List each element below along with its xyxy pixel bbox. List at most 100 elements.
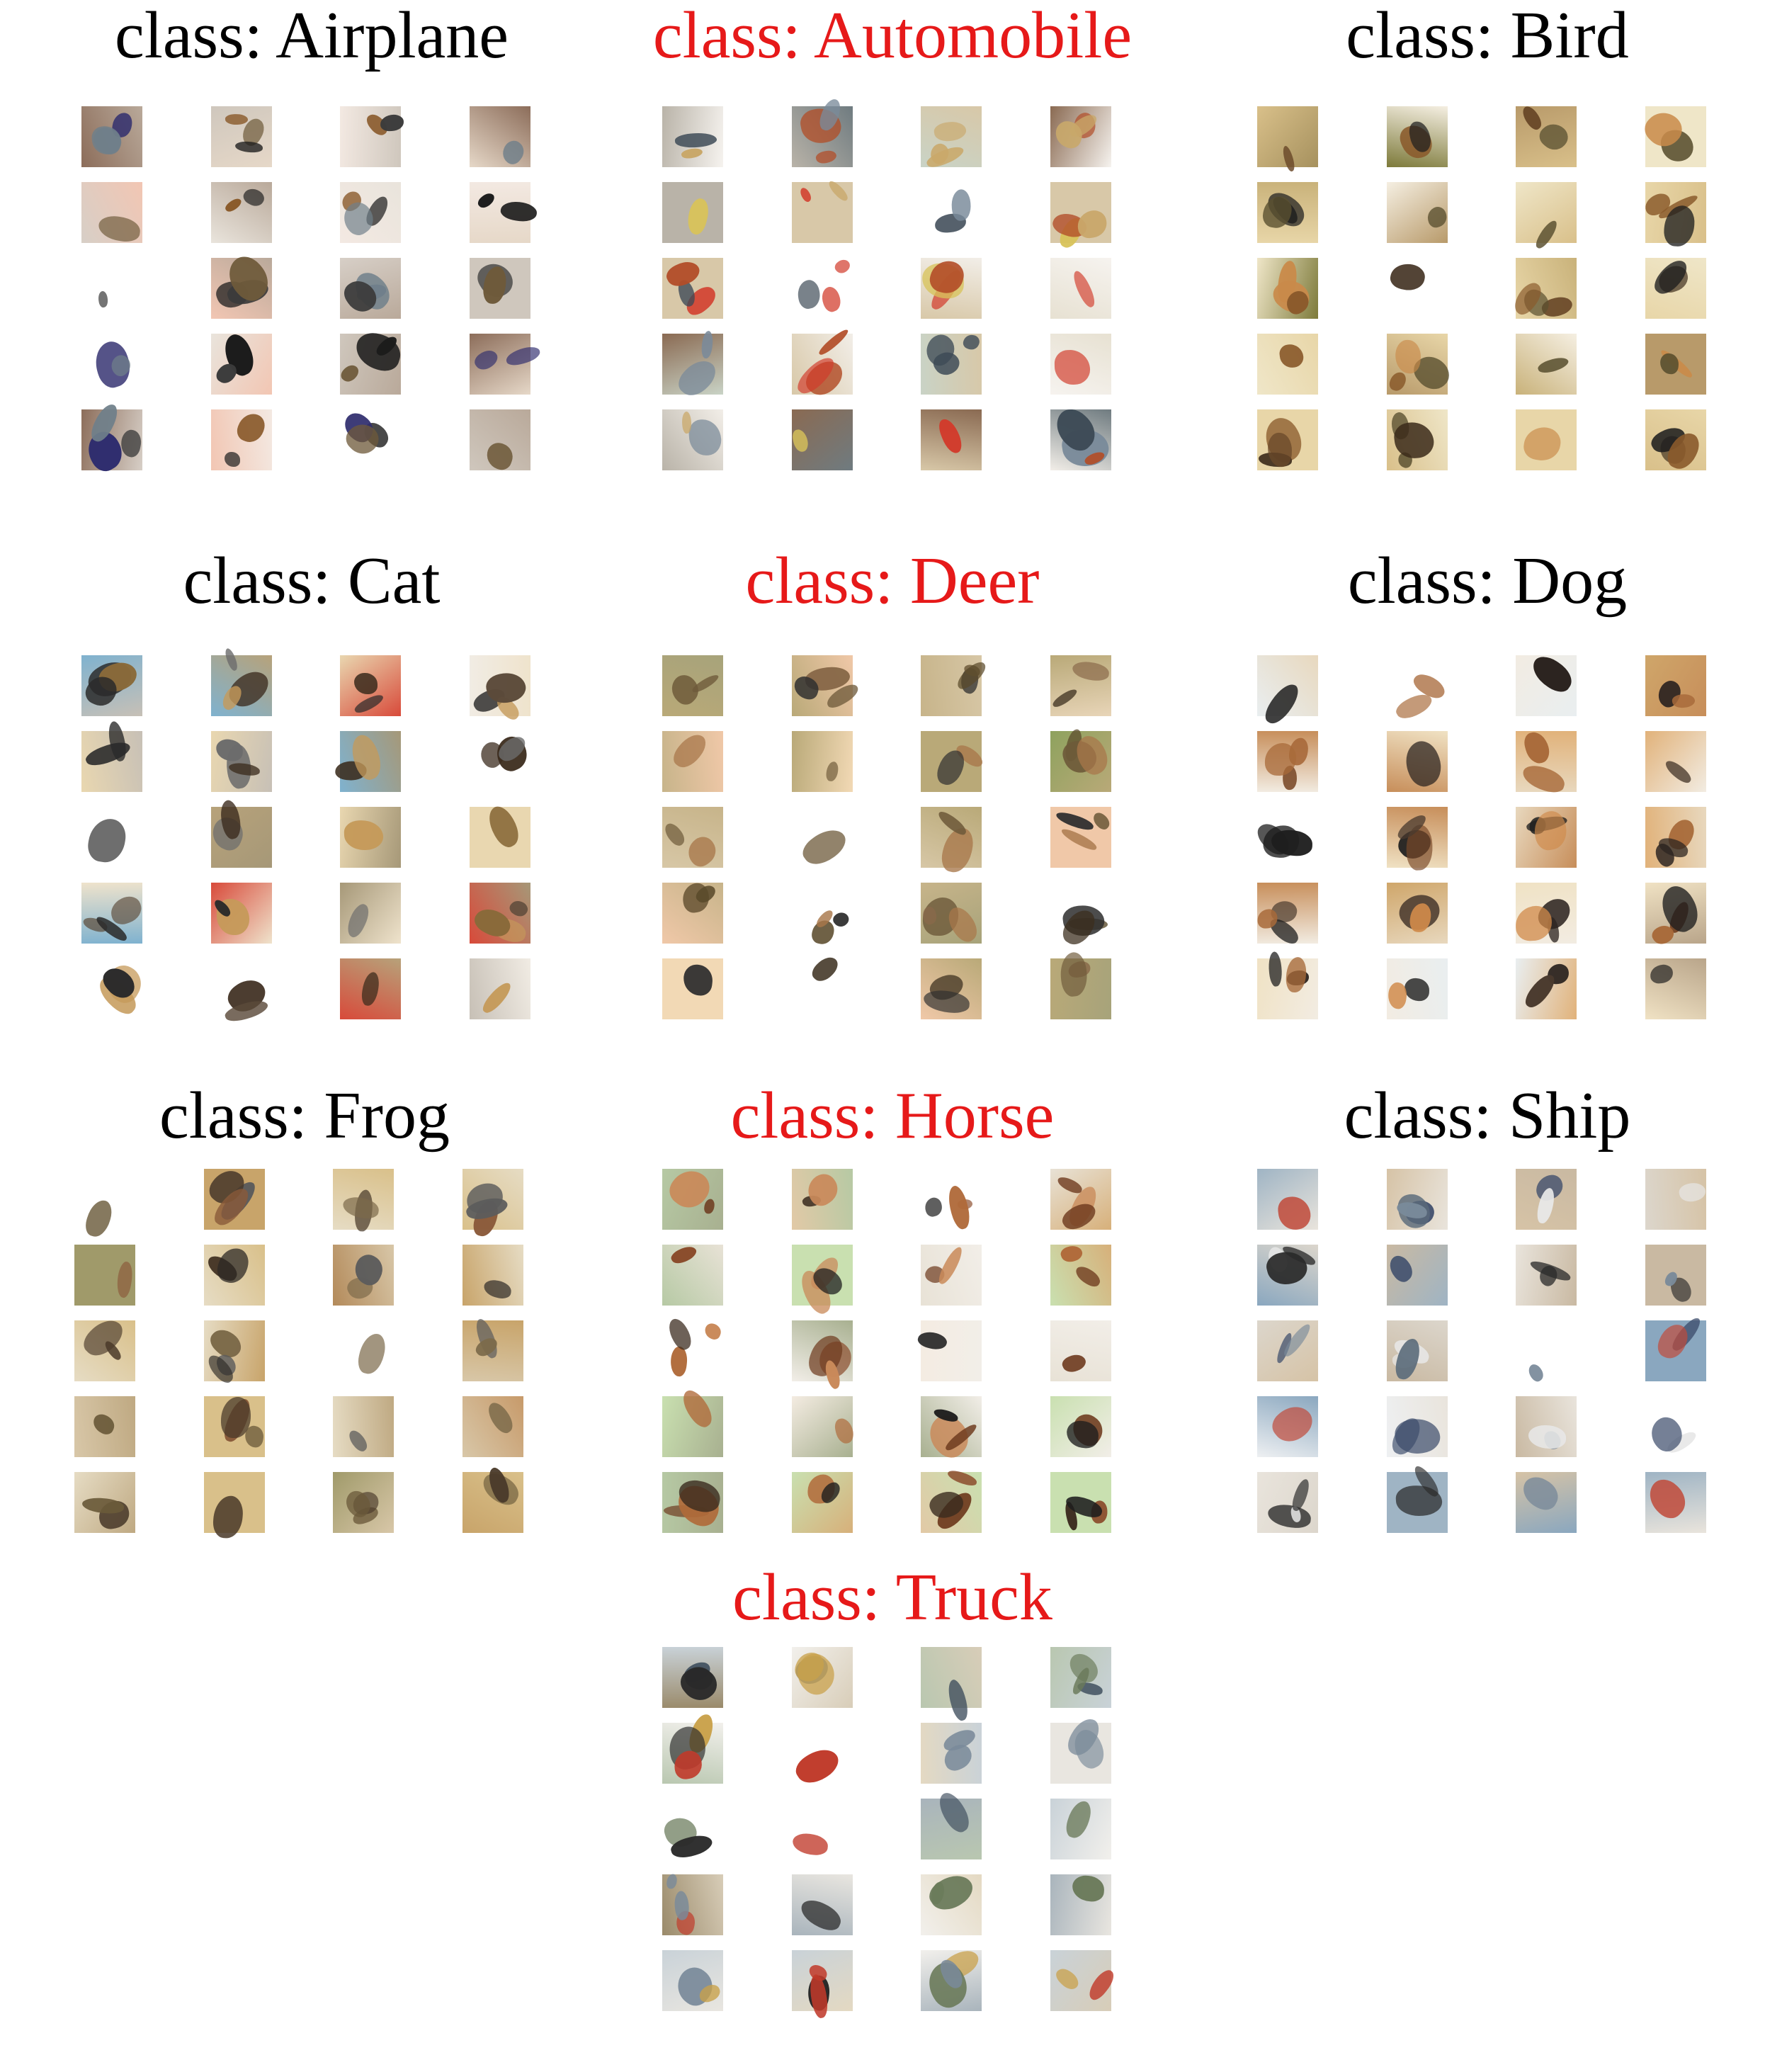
sample-image xyxy=(921,958,982,1019)
sample-image xyxy=(792,96,853,167)
sample-image xyxy=(470,958,530,1019)
sample-image xyxy=(1645,881,1706,949)
sample-image xyxy=(1516,334,1577,395)
sample-image xyxy=(208,798,272,868)
sample-image xyxy=(211,647,274,716)
sample-image xyxy=(204,1472,265,1539)
sample-image xyxy=(1050,951,1111,1019)
sample-image xyxy=(1516,651,1578,716)
sample-image xyxy=(1386,958,1448,1019)
sample-image xyxy=(662,728,723,792)
thumbnail-grid-horse xyxy=(637,1162,1147,1537)
panel-bird: class: Bird xyxy=(1232,0,1742,510)
sample-image xyxy=(337,182,401,243)
sample-image xyxy=(81,334,142,395)
sample-image xyxy=(1257,731,1318,792)
sample-image xyxy=(1050,258,1111,319)
sample-image xyxy=(1645,807,1706,870)
sample-image xyxy=(1050,1472,1111,1533)
sample-image xyxy=(1050,1242,1111,1306)
sample-image xyxy=(1257,106,1318,173)
sample-image xyxy=(339,408,401,470)
sample-image xyxy=(1645,958,1706,1019)
sample-image xyxy=(1050,1320,1111,1381)
sample-image xyxy=(1516,182,1577,251)
sample-image xyxy=(921,1468,982,1534)
sample-image xyxy=(1050,1169,1111,1235)
sample-image xyxy=(1257,1320,1318,1381)
sample-image xyxy=(1516,958,1577,1019)
sample-image xyxy=(338,328,405,395)
sample-image xyxy=(1257,409,1318,470)
sample-image xyxy=(1050,1874,1111,1935)
sample-image xyxy=(1516,409,1577,470)
sample-image xyxy=(1645,655,1706,716)
sample-image xyxy=(1253,807,1318,868)
thumbnail-grid-frog xyxy=(50,1163,560,1539)
sample-image xyxy=(662,1386,723,1457)
panel-ship: class: Ship xyxy=(1232,1080,1742,1590)
sample-image xyxy=(340,807,401,868)
panel-title-automobile: class: Automobile xyxy=(652,0,1133,72)
sample-image xyxy=(1387,258,1448,319)
sample-image xyxy=(1387,106,1448,167)
sample-image xyxy=(1050,1950,1118,2011)
sample-image xyxy=(1515,883,1577,944)
panel-title-dog: class: Dog xyxy=(1347,544,1628,618)
sample-image xyxy=(470,334,542,395)
sample-image xyxy=(1645,409,1706,474)
sample-image xyxy=(470,655,530,723)
sample-image xyxy=(1516,103,1577,167)
sample-image xyxy=(921,1944,983,2013)
sample-image xyxy=(334,731,401,792)
sample-image xyxy=(662,1873,723,1937)
sample-image xyxy=(81,106,142,167)
sample-image xyxy=(662,881,723,944)
sample-image xyxy=(333,1396,394,1457)
sample-image xyxy=(791,1723,853,1790)
sample-image xyxy=(921,731,986,792)
sample-image xyxy=(1516,1169,1577,1230)
sample-image xyxy=(662,1647,723,1708)
sample-image xyxy=(1516,1245,1577,1306)
sample-image xyxy=(1050,883,1111,950)
sample-image xyxy=(921,409,982,470)
sample-image xyxy=(921,1723,982,1784)
sample-image xyxy=(921,182,982,243)
sample-image xyxy=(662,1315,724,1381)
sample-image xyxy=(462,1396,523,1457)
sample-image xyxy=(339,258,401,319)
sample-image xyxy=(1645,334,1706,395)
sample-image xyxy=(792,883,853,946)
sample-image xyxy=(1257,334,1318,395)
sample-image xyxy=(1050,182,1111,251)
sample-image xyxy=(1385,1245,1448,1306)
sample-image xyxy=(211,731,272,792)
thumbnail-grid-cat xyxy=(57,647,567,1026)
sample-image xyxy=(1048,402,1111,470)
sample-image xyxy=(792,256,853,319)
sample-image xyxy=(470,182,539,243)
sample-image xyxy=(1387,655,1448,724)
sample-image xyxy=(792,1320,858,1391)
sample-image xyxy=(791,409,853,470)
sample-image xyxy=(462,1245,523,1306)
thumbnail-grid-dog xyxy=(1232,651,1742,1024)
sample-image xyxy=(333,1320,394,1381)
thumbnail-grid-deer xyxy=(637,655,1147,1024)
sample-image xyxy=(1050,1798,1111,1859)
panel-frog: class: Frog xyxy=(50,1080,560,1590)
panel-truck: class: Truck xyxy=(637,1562,1147,2072)
sample-image xyxy=(340,655,401,716)
thumbnail-grid-bird xyxy=(1232,103,1742,475)
panel-title-deer: class: Deer xyxy=(745,544,1040,618)
sample-image xyxy=(340,883,401,944)
panel-dog: class: Dog xyxy=(1232,545,1742,1055)
sample-image xyxy=(211,883,272,944)
sample-image xyxy=(1257,883,1318,947)
sample-image xyxy=(470,802,530,868)
sample-image xyxy=(470,883,530,945)
sample-image xyxy=(1387,883,1448,944)
panel-title-cat: class: Cat xyxy=(183,544,441,618)
sample-image xyxy=(1516,1472,1577,1533)
